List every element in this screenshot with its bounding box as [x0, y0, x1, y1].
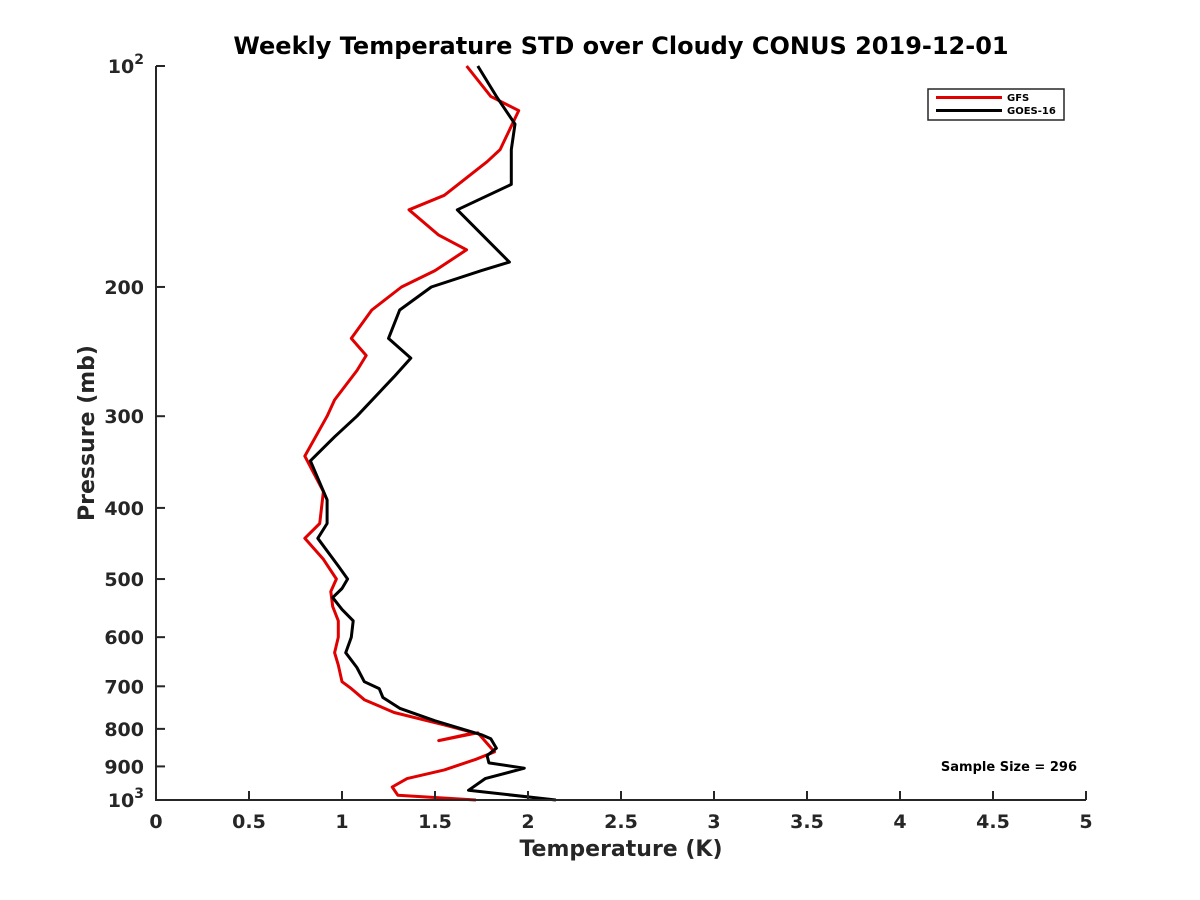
y-tick-label: 700 — [104, 676, 144, 698]
y-tick-label: 800 — [104, 719, 144, 741]
legend-box — [927, 88, 1065, 121]
series-layer — [303, 65, 557, 802]
legend: GFS GOES-16 — [927, 88, 1065, 121]
series-line-gfs — [303, 65, 521, 802]
y-tick-label: 600 — [104, 627, 144, 649]
x-tick-label: 1 — [335, 811, 348, 833]
x-tick-label: 5 — [1079, 811, 1092, 833]
y-tick-label: 102 — [108, 52, 144, 78]
legend-label-gfs: GFS — [1007, 93, 1029, 104]
x-axis: 0 0.5 1 1.5 2 2.5 3 3.5 4 4.5 5 — [149, 791, 1093, 833]
x-tick-label: 0.5 — [232, 811, 266, 833]
y-tick-label: 900 — [104, 756, 144, 778]
x-tick-label: 0 — [149, 811, 162, 833]
legend-label-goes16: GOES-16 — [1007, 106, 1056, 117]
x-tick-label: 3.5 — [790, 811, 824, 833]
chart-title: Weekly Temperature STD over Cloudy CONUS… — [233, 32, 1008, 60]
x-tick-label: 4.5 — [976, 811, 1010, 833]
y-tick-label: 300 — [104, 406, 144, 428]
y-axis-label: Pressure (mb) — [75, 345, 100, 521]
y-tick-label: 400 — [104, 498, 144, 520]
sample-size-annotation: Sample Size = 296 — [941, 760, 1077, 775]
x-tick-label: 4 — [893, 811, 906, 833]
x-tick-label: 3 — [707, 811, 720, 833]
y-tick-label: 103 — [108, 786, 144, 812]
x-tick-label: 2.5 — [604, 811, 638, 833]
x-axis-label: Temperature (K) — [519, 837, 722, 862]
y-tick-label: 500 — [104, 569, 144, 591]
x-tick-label: 2 — [521, 811, 534, 833]
y-tick-label: 200 — [104, 277, 144, 299]
y-axis: 102 200 300 400 500 600 700 800 900 103 — [104, 52, 165, 812]
x-tick-label: 1.5 — [418, 811, 452, 833]
series-line-goes16 — [308, 65, 557, 802]
